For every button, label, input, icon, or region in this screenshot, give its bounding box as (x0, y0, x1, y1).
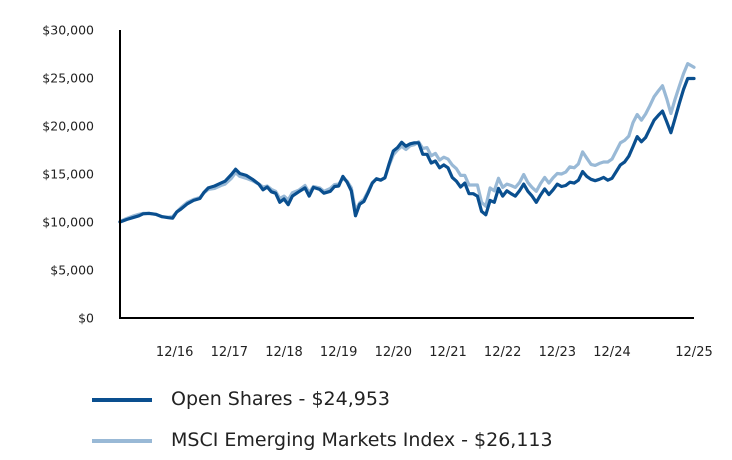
y-tick-label: $30,000 (42, 23, 94, 38)
x-axis-ticks: 12/16 12/17 12/18 12/19 12/20 12/21 12/22 12/23… (156, 345, 713, 360)
x-tick-label: 12/24 (593, 345, 630, 360)
series-line-open-shares (118, 76, 696, 224)
x-tick-label: 12/21 (429, 345, 466, 360)
legend-swatch-msci-index (92, 439, 152, 443)
y-tick-label: $15,000 (42, 167, 94, 182)
x-tick-label: 12/17 (211, 345, 248, 360)
y-tick-label: $5,000 (50, 263, 94, 278)
legend-swatch-open-shares (92, 398, 152, 402)
legend-label-open-shares: Open Shares - $24,953 (171, 388, 391, 410)
y-tick-label: $25,000 (42, 71, 94, 86)
legend-label-msci-index: MSCI Emerging Markets Index - $26,113 (171, 429, 553, 451)
legend-item-msci-index: MSCI Emerging Markets Index - $26,113 (92, 425, 712, 455)
series-line-msci-index (118, 62, 696, 224)
y-tick-label: $20,000 (42, 119, 94, 134)
x-tick-label: 12/18 (265, 345, 302, 360)
x-tick-label: 12/25 (675, 345, 712, 360)
y-tick-label: $10,000 (42, 215, 94, 230)
y-tick-label: $0 (78, 311, 94, 326)
series-layer (118, 62, 696, 224)
y-axis-ticks: $0 $5,000 $10,000 $15,000 $20,000 $25,000 $30,… (42, 23, 94, 326)
x-tick-label: 12/16 (156, 345, 193, 360)
x-tick-label: 12/23 (539, 345, 576, 360)
x-tick-label: 12/20 (375, 345, 412, 360)
legend-item-open-shares: Open Shares - $24,953 (92, 384, 712, 414)
x-tick-label: 12/22 (484, 345, 521, 360)
x-tick-label: 12/19 (320, 345, 357, 360)
